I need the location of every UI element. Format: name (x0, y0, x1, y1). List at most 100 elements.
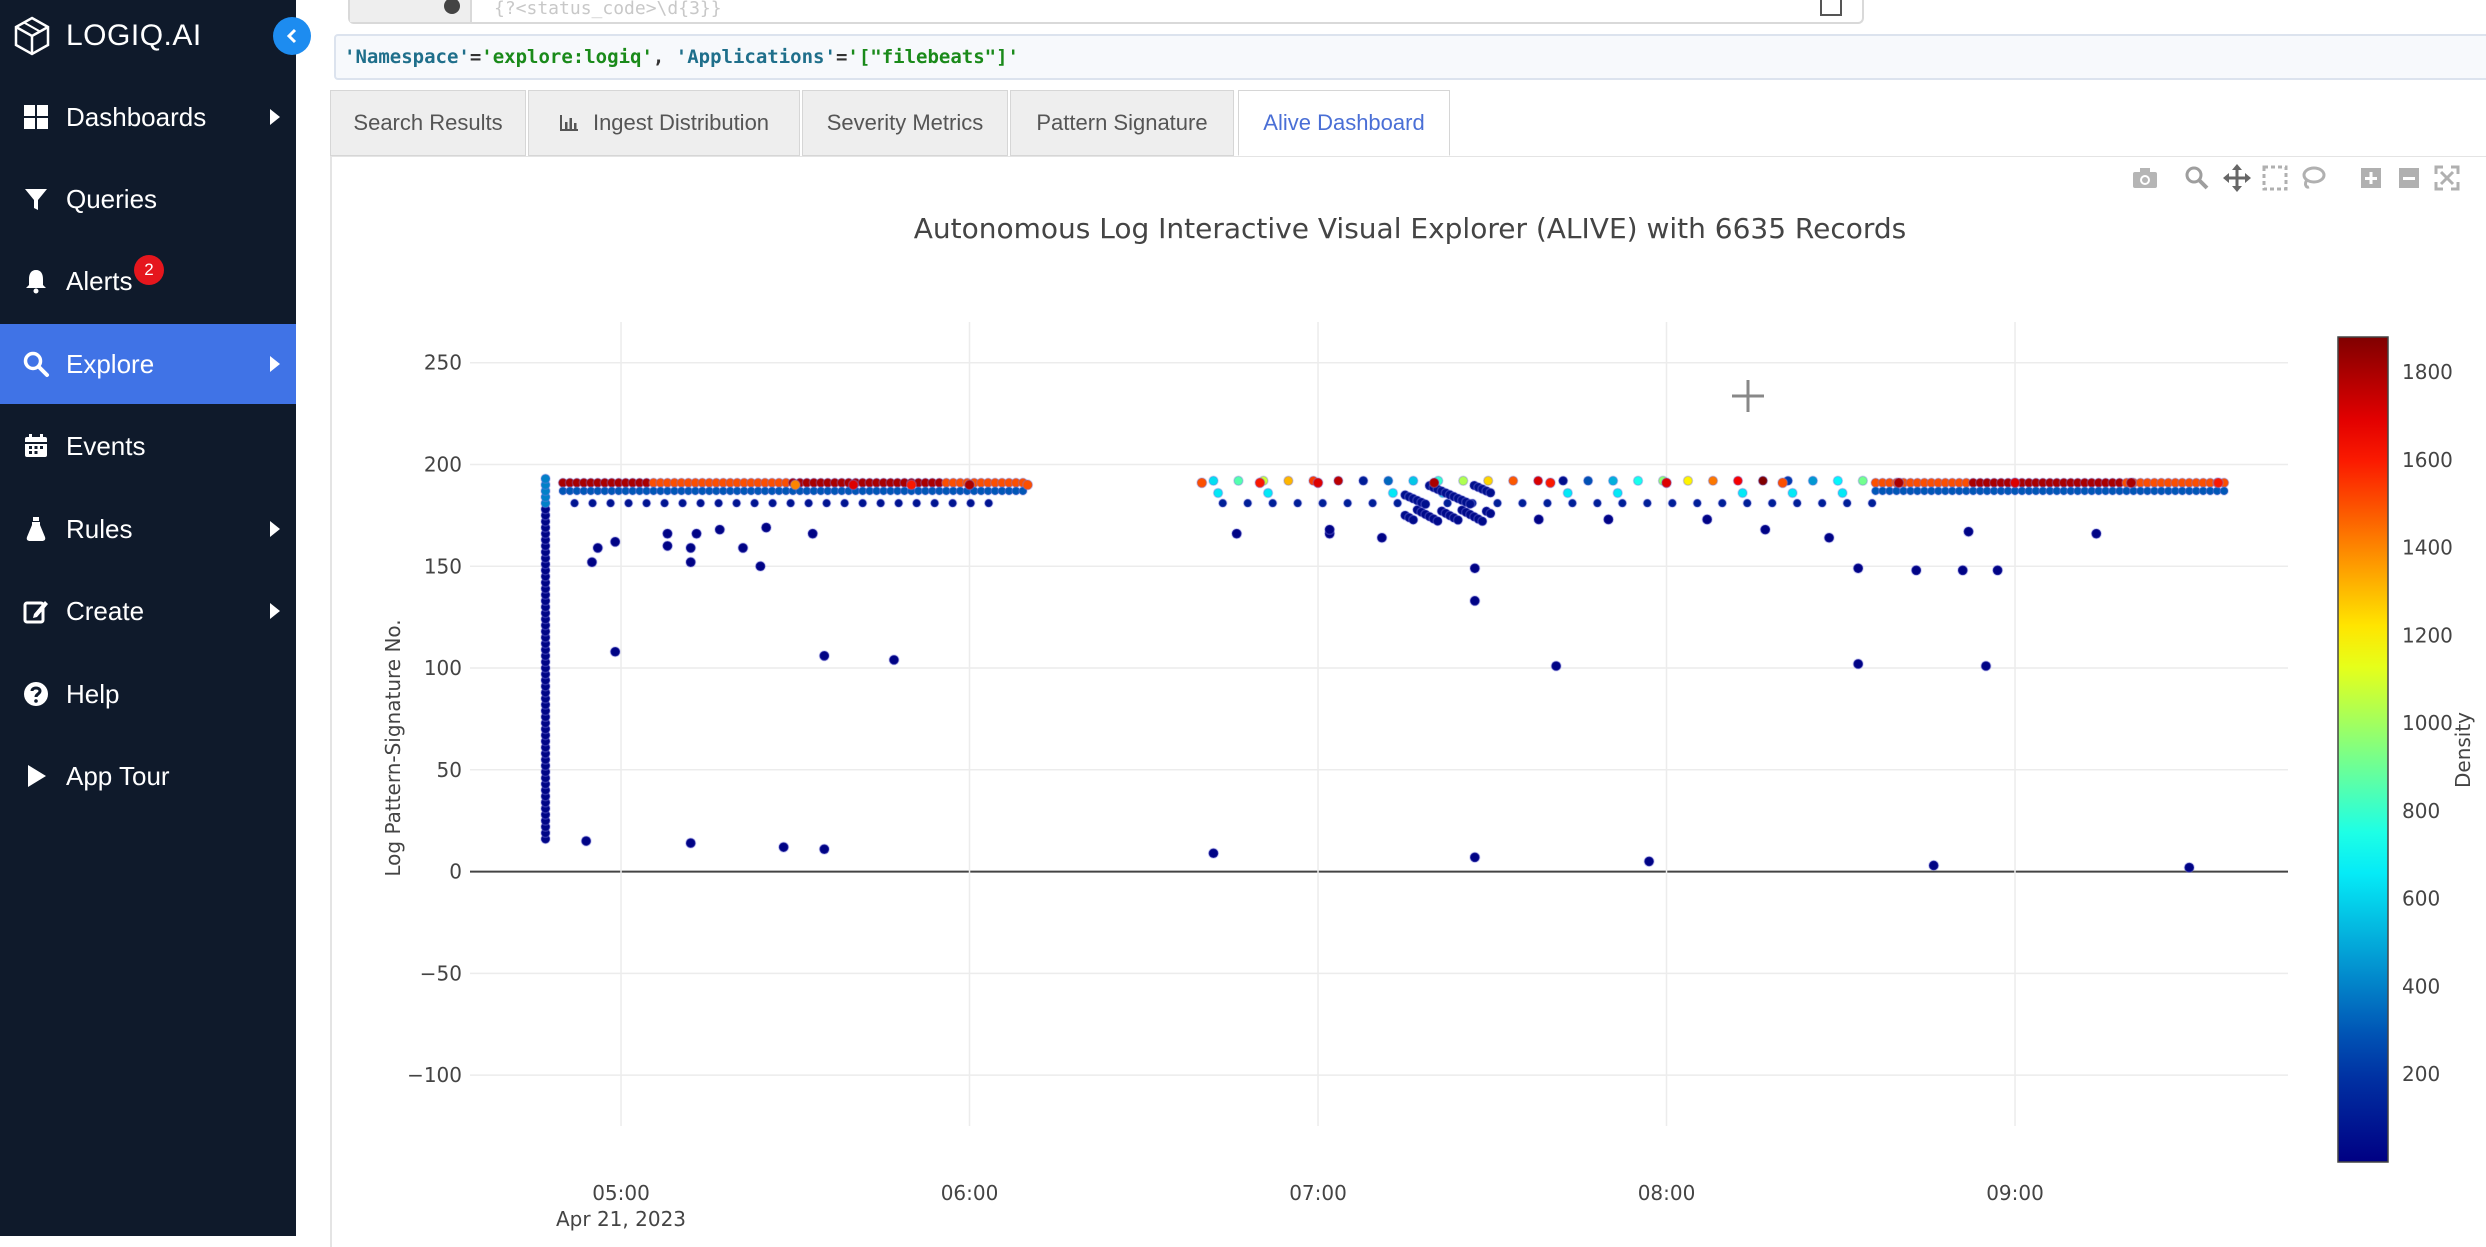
scatter-point (605, 498, 616, 508)
scatter-point (893, 498, 904, 508)
scatter-point (1592, 498, 1603, 508)
zoom-in-icon[interactable] (2356, 163, 2386, 193)
scatter-point (587, 498, 598, 508)
scatter-point (1742, 498, 1752, 508)
scatter-point (1737, 487, 1748, 499)
scatter-point (661, 528, 674, 540)
scatter-point (1692, 498, 1703, 508)
scatter-point (1387, 487, 1399, 499)
sidebar-item-dashboards[interactable]: Dashboards (0, 77, 296, 157)
query-filter-bar[interactable]: 'Namespace'='explore:logiq', 'Applicatio… (334, 34, 2486, 80)
scatter-point (821, 498, 832, 508)
scatter-point (714, 524, 726, 536)
scatter-point (888, 654, 900, 666)
scatter-point (1642, 498, 1653, 508)
tab-ingest-distribution[interactable]: Ingest Distribution (528, 90, 800, 156)
filter-icon (25, 189, 47, 210)
collapse-sidebar-button[interactable] (273, 17, 311, 55)
scatter-point (1612, 487, 1623, 499)
tab-pattern-signature[interactable]: Pattern Signature (1010, 90, 1234, 156)
y-tick-label: −100 (407, 1063, 462, 1087)
scatter-point (1757, 475, 1769, 487)
sidebar-item-label: Explore (66, 348, 155, 379)
colorbar (2337, 336, 2389, 1163)
scatter-point (2125, 477, 2137, 489)
scatter-point (1218, 498, 1228, 508)
scatter-point (789, 479, 801, 491)
scatter-point (1532, 475, 1544, 487)
logo-icon (14, 16, 50, 56)
sidebar-item-label: Rules (66, 513, 133, 544)
tab-alive-dashboard[interactable]: Alive Dashboard (1238, 90, 1450, 156)
x-tick-label: 08:00 (1638, 1181, 1696, 1205)
scatter-point (965, 498, 976, 508)
scatter-point (1667, 498, 1678, 508)
calendar-icon[interactable] (1820, 0, 1842, 16)
scatter-point (1617, 498, 1628, 508)
scatter-point (807, 528, 819, 540)
x-date-label: Apr 21, 2023 (556, 1207, 686, 1231)
sidebar-item-queries[interactable]: Queries (0, 159, 296, 239)
query-operator: = (835, 46, 848, 68)
scatter-point (1469, 851, 1481, 863)
sidebar-item-alerts[interactable]: Alerts 2 (0, 241, 296, 321)
scatter-point (1807, 475, 1819, 487)
zoom-icon[interactable] (2182, 163, 2212, 193)
scatter-point (1837, 487, 1848, 499)
scatter-point (1544, 477, 1556, 489)
pan-icon[interactable] (2222, 163, 2252, 193)
lasso-icon[interactable] (2298, 163, 2328, 193)
colorbar-title: Density (2451, 712, 2475, 788)
camera-icon[interactable] (2130, 163, 2160, 193)
sidebar-item-app-tour[interactable]: App Tour (0, 736, 296, 816)
search-placeholder: {?<status_code>\d{3}} (494, 0, 722, 19)
query-value: 'explore:logiq' (481, 46, 653, 68)
scatter-point (685, 837, 697, 849)
chevron-left-icon (286, 28, 297, 44)
scatter-point (778, 841, 790, 853)
search-mode-select[interactable] (350, 0, 472, 22)
scatter-point (1852, 562, 1864, 574)
scatter-point (690, 528, 703, 540)
sidebar-item-explore[interactable]: Explore (0, 324, 296, 404)
search-input[interactable]: {?<status_code>\d{3}} (348, 0, 1864, 24)
scatter-point (609, 536, 621, 548)
scatter-point (1643, 855, 1655, 867)
sidebar-item-create[interactable]: Create (0, 571, 296, 651)
scatter-point (1767, 498, 1777, 508)
caret-right-icon (270, 521, 280, 537)
scatter-point (1482, 475, 1494, 487)
sidebar-item-rules[interactable]: Rules (0, 489, 296, 569)
scatter-point (911, 498, 922, 508)
caret-right-icon (270, 603, 280, 619)
tab-search-results[interactable]: Search Results (330, 90, 526, 156)
caret-right-icon (270, 356, 280, 372)
scatter-point (1408, 514, 1419, 526)
sidebar-item-label: Alerts (66, 265, 133, 296)
scatter-point (1632, 475, 1644, 487)
sidebar-item-events[interactable]: Events (0, 406, 296, 486)
scatter-point (1550, 660, 1562, 672)
scatter-point (569, 498, 580, 508)
scatter-point (1562, 487, 1574, 499)
scatter-point (1485, 487, 1496, 499)
scatter-point (1707, 475, 1719, 487)
x-tick-label: 06:00 (941, 1181, 999, 1205)
scatter-point (1207, 847, 1220, 859)
tab-severity-metrics[interactable]: Severity Metrics (802, 90, 1008, 156)
scatter-point (983, 498, 994, 508)
brand[interactable]: LOGIQ.AI (0, 0, 296, 72)
sidebar-item-help[interactable]: Help (0, 654, 296, 734)
scatter-point (2183, 861, 2195, 874)
scatter-point (1383, 475, 1394, 487)
scatter-point (818, 843, 830, 855)
autoscale-icon[interactable] (2432, 163, 2462, 193)
scatter-point (1485, 508, 1496, 519)
zoom-out-icon[interactable] (2394, 163, 2424, 193)
scatter-point (1857, 475, 1869, 487)
scatter-point (754, 560, 766, 572)
box-select-icon[interactable] (2260, 163, 2290, 193)
scatter-point (1457, 475, 1469, 487)
scatter-point (609, 646, 621, 658)
